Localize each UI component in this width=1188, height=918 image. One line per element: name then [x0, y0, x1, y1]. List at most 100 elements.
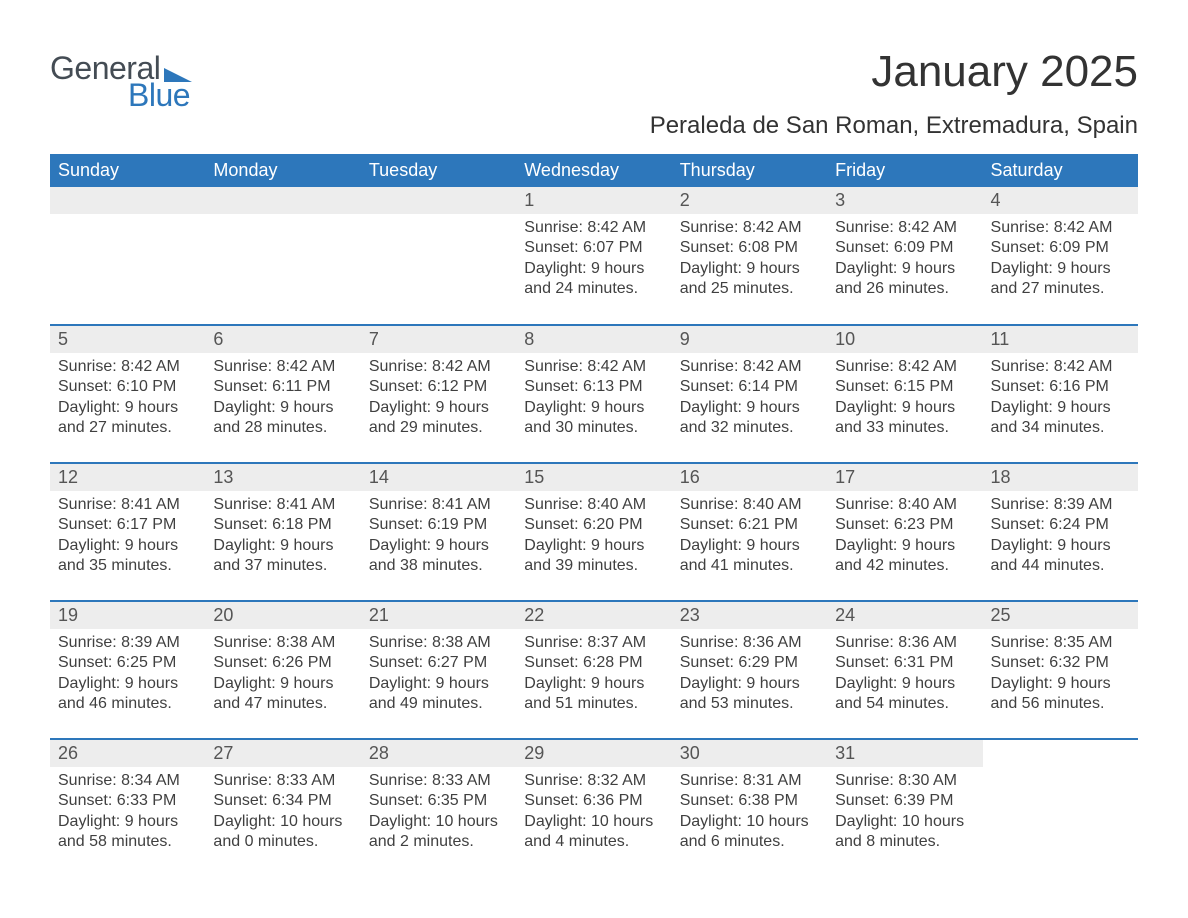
calendar-cell [361, 187, 516, 325]
sunrise-line: Sunrise: 8:41 AM [58, 495, 197, 515]
sunset-line: Sunset: 6:33 PM [58, 791, 197, 811]
sunset-value: 6:23 PM [894, 516, 954, 533]
sunrise-line: Sunrise: 8:42 AM [680, 218, 819, 238]
calendar-cell: 2Sunrise: 8:42 AMSunset: 6:08 PMDaylight… [672, 187, 827, 325]
sunrise-label: Sunrise: [369, 634, 428, 651]
calendar-cell: 7Sunrise: 8:42 AMSunset: 6:12 PMDaylight… [361, 325, 516, 463]
day-body: Sunrise: 8:31 AMSunset: 6:38 PMDaylight:… [672, 767, 827, 861]
sunset-line: Sunset: 6:17 PM [58, 515, 197, 535]
calendar-week-row: 12Sunrise: 8:41 AMSunset: 6:17 PMDayligh… [50, 463, 1138, 601]
sunrise-label: Sunrise: [835, 219, 894, 236]
sunset-line: Sunset: 6:15 PM [835, 377, 974, 397]
day-number: 4 [983, 187, 1138, 214]
sunrise-label: Sunrise: [835, 496, 894, 513]
sunset-value: 6:27 PM [428, 654, 488, 671]
sunrise-label: Sunrise: [58, 496, 117, 513]
sunrise-value: 8:41 AM [432, 496, 491, 513]
daylight-label: Daylight: [835, 813, 897, 830]
sunset-value: 6:14 PM [738, 378, 798, 395]
day-number: 9 [672, 326, 827, 353]
sunrise-value: 8:42 AM [1054, 219, 1113, 236]
sunrise-label: Sunrise: [680, 219, 739, 236]
day-body: Sunrise: 8:41 AMSunset: 6:19 PMDaylight:… [361, 491, 516, 585]
sunrise-label: Sunrise: [213, 634, 272, 651]
sunrise-value: 8:42 AM [1054, 358, 1113, 375]
daylight-line: Daylight: 10 hours and 8 minutes. [835, 812, 974, 853]
sunset-value: 6:15 PM [894, 378, 954, 395]
sunrise-line: Sunrise: 8:42 AM [58, 357, 197, 377]
sunrise-label: Sunrise: [835, 772, 894, 789]
day-header: Saturday [983, 154, 1138, 187]
sunset-label: Sunset: [835, 378, 889, 395]
sunset-line: Sunset: 6:36 PM [524, 791, 663, 811]
sunrise-value: 8:30 AM [898, 772, 957, 789]
location-subtitle: Peraleda de San Roman, Extremadura, Spai… [650, 112, 1138, 140]
daylight-line: Daylight: 9 hours and 28 minutes. [213, 398, 352, 439]
calendar-cell: 9Sunrise: 8:42 AMSunset: 6:14 PMDaylight… [672, 325, 827, 463]
daylight-line: Daylight: 9 hours and 24 minutes. [524, 259, 663, 300]
daylight-line: Daylight: 9 hours and 34 minutes. [991, 398, 1130, 439]
daylight-line: Daylight: 9 hours and 53 minutes. [680, 674, 819, 715]
sunrise-line: Sunrise: 8:42 AM [524, 357, 663, 377]
sunset-line: Sunset: 6:07 PM [524, 238, 663, 258]
daylight-line: Daylight: 9 hours and 58 minutes. [58, 812, 197, 853]
sunset-line: Sunset: 6:19 PM [369, 515, 508, 535]
day-body: Sunrise: 8:30 AMSunset: 6:39 PMDaylight:… [827, 767, 982, 861]
day-number: 10 [827, 326, 982, 353]
calendar-cell: 4Sunrise: 8:42 AMSunset: 6:09 PMDaylight… [983, 187, 1138, 325]
header: General Blue January 2025 Peraleda de Sa… [50, 50, 1138, 140]
daylight-line: Daylight: 9 hours and 41 minutes. [680, 536, 819, 577]
calendar-cell: 17Sunrise: 8:40 AMSunset: 6:23 PMDayligh… [827, 463, 982, 601]
sunrise-label: Sunrise: [524, 772, 583, 789]
logo-triangle-icon [164, 68, 192, 82]
sunset-value: 6:19 PM [428, 516, 488, 533]
sunset-label: Sunset: [58, 792, 112, 809]
sunset-line: Sunset: 6:21 PM [680, 515, 819, 535]
sunset-value: 6:25 PM [117, 654, 177, 671]
day-body: Sunrise: 8:33 AMSunset: 6:35 PMDaylight:… [361, 767, 516, 861]
sunset-line: Sunset: 6:18 PM [213, 515, 352, 535]
day-number: 5 [50, 326, 205, 353]
sunrise-value: 8:38 AM [277, 634, 336, 651]
sunset-line: Sunset: 6:26 PM [213, 653, 352, 673]
calendar-cell: 22Sunrise: 8:37 AMSunset: 6:28 PMDayligh… [516, 601, 671, 739]
day-number: 1 [516, 187, 671, 214]
calendar-header-row: SundayMondayTuesdayWednesdayThursdayFrid… [50, 154, 1138, 187]
calendar-cell [205, 187, 360, 325]
day-body: Sunrise: 8:42 AMSunset: 6:14 PMDaylight:… [672, 353, 827, 447]
sunset-value: 6:38 PM [738, 792, 798, 809]
sunset-line: Sunset: 6:14 PM [680, 377, 819, 397]
logo-word-blue: Blue [128, 77, 192, 114]
day-header: Sunday [50, 154, 205, 187]
sunrise-value: 8:32 AM [587, 772, 646, 789]
daylight-line: Daylight: 9 hours and 42 minutes. [835, 536, 974, 577]
sunset-line: Sunset: 6:20 PM [524, 515, 663, 535]
sunset-value: 6:16 PM [1049, 378, 1109, 395]
day-number: 6 [205, 326, 360, 353]
day-header: Tuesday [361, 154, 516, 187]
sunset-line: Sunset: 6:13 PM [524, 377, 663, 397]
day-number: 19 [50, 602, 205, 629]
sunset-value: 6:35 PM [428, 792, 488, 809]
sunset-value: 6:10 PM [117, 378, 177, 395]
sunset-label: Sunset: [991, 654, 1045, 671]
sunrise-label: Sunrise: [991, 496, 1050, 513]
sunset-label: Sunset: [991, 239, 1045, 256]
day-body: Sunrise: 8:39 AMSunset: 6:25 PMDaylight:… [50, 629, 205, 723]
calendar-cell: 13Sunrise: 8:41 AMSunset: 6:18 PMDayligh… [205, 463, 360, 601]
sunrise-label: Sunrise: [369, 358, 428, 375]
day-number: 21 [361, 602, 516, 629]
calendar-cell: 28Sunrise: 8:33 AMSunset: 6:35 PMDayligh… [361, 739, 516, 877]
sunrise-line: Sunrise: 8:40 AM [524, 495, 663, 515]
daylight-label: Daylight: [991, 675, 1053, 692]
day-header: Monday [205, 154, 360, 187]
sunrise-label: Sunrise: [680, 772, 739, 789]
daylight-label: Daylight: [524, 813, 586, 830]
sunset-label: Sunset: [835, 654, 889, 671]
calendar-cell: 12Sunrise: 8:41 AMSunset: 6:17 PMDayligh… [50, 463, 205, 601]
sunrise-line: Sunrise: 8:42 AM [835, 218, 974, 238]
day-number: 8 [516, 326, 671, 353]
sunrise-line: Sunrise: 8:38 AM [213, 633, 352, 653]
daylight-label: Daylight: [991, 260, 1053, 277]
sunset-line: Sunset: 6:11 PM [213, 377, 352, 397]
